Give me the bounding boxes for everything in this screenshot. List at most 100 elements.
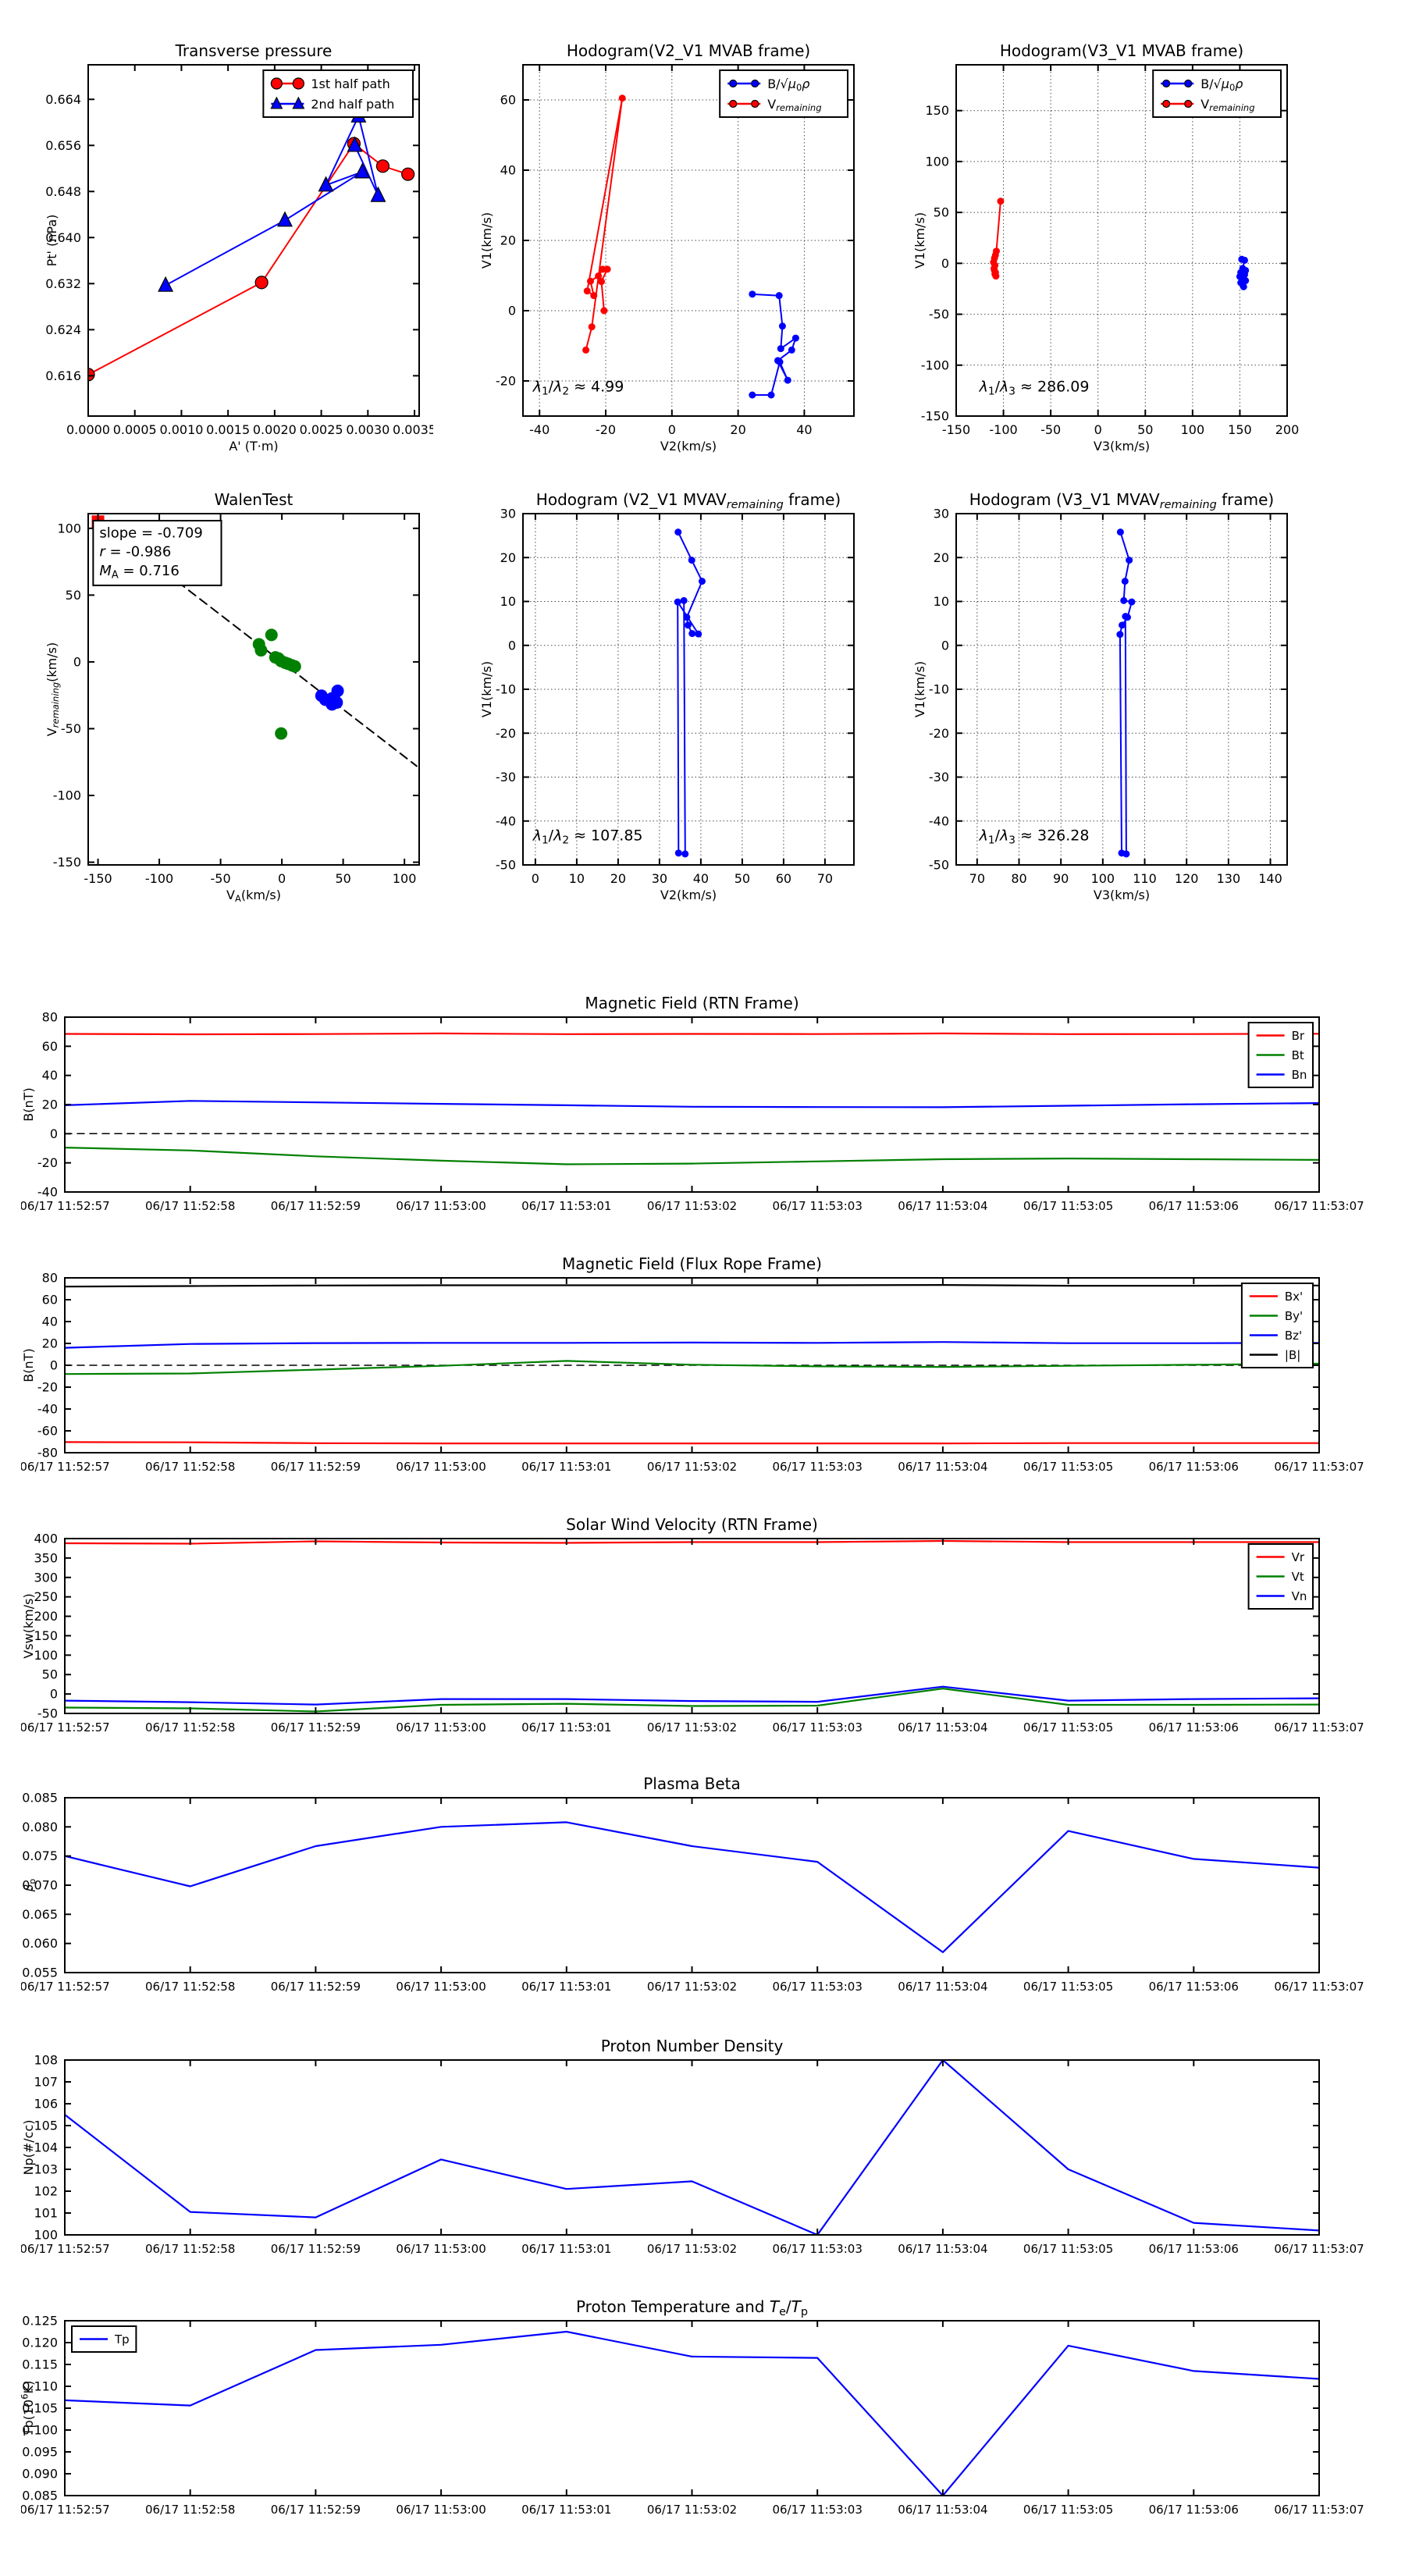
svg-text:-50: -50 [496, 858, 516, 873]
svg-text:r = -0.986: r = -0.986 [99, 544, 171, 560]
svg-text:2nd half path: 2nd half path [311, 97, 394, 112]
svg-text:0: 0 [668, 422, 676, 437]
svg-text:50: 50 [66, 588, 81, 603]
svg-text:-50: -50 [929, 858, 949, 873]
svg-text:V1(km/s): V1(km/s) [912, 661, 927, 717]
svg-text:B/√μ0ρ: B/√μ0ρ [767, 76, 809, 93]
svg-text:Plasma Beta: Plasma Beta [643, 1774, 741, 1793]
svg-text:V1(km/s): V1(km/s) [479, 212, 494, 269]
svg-text:06/17 11:53:03: 06/17 11:53:03 [773, 1980, 863, 1994]
svg-text:0: 0 [278, 871, 286, 886]
svg-text:0.0000: 0.0000 [66, 422, 110, 437]
svg-text:06/17 11:53:03: 06/17 11:53:03 [773, 1460, 863, 1474]
svg-text:0.624: 0.624 [45, 322, 81, 337]
svg-text:0: 0 [941, 256, 949, 271]
svg-text:350: 350 [34, 1550, 58, 1565]
svg-text:0.0005: 0.0005 [113, 422, 157, 437]
svg-text:06/17 11:53:01: 06/17 11:53:01 [521, 1980, 611, 1994]
svg-text:0: 0 [941, 638, 949, 653]
svg-text:06/17 11:53:00: 06/17 11:53:00 [396, 2503, 486, 2517]
svg-text:06/17 11:53:06: 06/17 11:53:06 [1149, 1460, 1239, 1474]
svg-text:10: 10 [500, 594, 516, 609]
svg-text:60: 60 [42, 1293, 58, 1308]
svg-text:10: 10 [934, 594, 949, 609]
svg-text:06/17 11:52:58: 06/17 11:52:58 [145, 1199, 235, 1213]
svg-text:0.632: 0.632 [45, 276, 81, 291]
svg-text:-80: -80 [37, 1446, 58, 1461]
svg-text:Tp(106K): Tp(106K) [21, 2381, 36, 2437]
svg-text:06/17 11:53:06: 06/17 11:53:06 [1149, 2242, 1239, 2256]
plot-hodogram-v2v1-mvab: -40 -20 0 20 40 -20 0 20 40 60 λ1/λ2 ≈ 4.99 B/√μ0ρ V… [479, 43, 868, 458]
svg-text:30: 30 [934, 507, 949, 521]
svg-text:Bn: Bn [1292, 1068, 1307, 1082]
svg-text:λ1/λ2 ≈ 4.99: λ1/λ2 ≈ 4.99 [532, 379, 624, 398]
svg-text:-40: -40 [37, 1402, 58, 1417]
svg-text:-40: -40 [496, 813, 516, 828]
svg-text:0: 0 [1094, 422, 1102, 437]
svg-text:0.656: 0.656 [45, 138, 81, 153]
svg-text:-40: -40 [529, 422, 550, 437]
svg-text:0.070: 0.070 [22, 1878, 58, 1893]
svg-text:Magnetic Field (Flux Rope Fram: Magnetic Field (Flux Rope Frame) [562, 1254, 822, 1273]
svg-text:130: 130 [1217, 871, 1241, 886]
svg-text:06/17 11:53:04: 06/17 11:53:04 [898, 1199, 987, 1213]
svg-text:V2(km/s): V2(km/s) [660, 888, 717, 902]
svg-text:50: 50 [42, 1667, 58, 1682]
svg-text:-10: -10 [496, 682, 516, 697]
svg-text:20: 20 [42, 1336, 58, 1351]
svg-text:V3(km/s): V3(km/s) [1094, 888, 1150, 902]
svg-text:0.664: 0.664 [45, 92, 81, 107]
svg-text:Magnetic Field (RTN Frame): Magnetic Field (RTN Frame) [585, 994, 799, 1012]
svg-text:102: 102 [34, 2184, 58, 2199]
svg-text:40: 40 [500, 163, 516, 178]
svg-text:Br: Br [1292, 1029, 1305, 1043]
svg-text:06/17 11:53:07: 06/17 11:53:07 [1274, 1460, 1364, 1474]
svg-text:06/17 11:53:05: 06/17 11:53:05 [1023, 1199, 1113, 1213]
svg-text:-10: -10 [929, 682, 949, 697]
svg-text:06/17 11:52:58: 06/17 11:52:58 [145, 1460, 235, 1474]
svg-text:06/17 11:52:59: 06/17 11:52:59 [271, 2242, 361, 2256]
svg-text:0.090: 0.090 [22, 2467, 58, 2482]
svg-text:06/17 11:53:04: 06/17 11:53:04 [898, 2503, 987, 2517]
svg-text:-100: -100 [921, 358, 949, 372]
svg-text:Pt' (nPa): Pt' (nPa) [44, 215, 59, 267]
plot-hodogram-v3v1-mvab: -150 -100 -50 0 50 100 150 200 -150 -100 -50 0 50 100… [912, 43, 1301, 458]
svg-text:0.616: 0.616 [45, 368, 81, 383]
svg-text:06/17 11:52:59: 06/17 11:52:59 [271, 1720, 361, 1735]
svg-text:100: 100 [34, 2228, 58, 2243]
plot-walen-test: -150 -100 -50 0 50 100 -150 -100 -50 0 50 100 slope … [44, 492, 433, 907]
svg-text:06/17 11:53:01: 06/17 11:53:01 [521, 2242, 611, 2256]
svg-text:-20: -20 [37, 1380, 58, 1395]
svg-text:200: 200 [1275, 422, 1300, 437]
svg-text:06/17 11:52:59: 06/17 11:52:59 [271, 2503, 361, 2517]
svg-text:VA(km/s): VA(km/s) [226, 888, 281, 904]
svg-text:-100: -100 [989, 422, 1017, 437]
svg-text:20: 20 [500, 233, 516, 248]
svg-text:06/17 11:53:05: 06/17 11:53:05 [1023, 2242, 1113, 2256]
svg-text:Vremaining: Vremaining [767, 97, 821, 113]
svg-text:250: 250 [34, 1589, 58, 1604]
svg-text:30: 30 [500, 507, 516, 521]
svg-text:0.0025: 0.0025 [300, 422, 343, 437]
plot-plasma-beta: 06/17 11:52:57 06/17 11:52:58 06/17 11:52:… [21, 1772, 1405, 2006]
plot-hodogram-v3v1-mvav: 70 80 90 100 110 120 130 140 -50 -40 -30 -20 -10 0 10 2… [912, 492, 1301, 907]
svg-text:0: 0 [508, 638, 516, 653]
svg-text:30: 30 [652, 871, 667, 886]
svg-text:0: 0 [508, 304, 516, 318]
svg-text:V2(km/s): V2(km/s) [660, 439, 717, 454]
svg-text:50: 50 [335, 871, 350, 886]
svg-text:50: 50 [1137, 422, 1153, 437]
svg-text:06/17 11:52:59: 06/17 11:52:59 [271, 1980, 361, 1994]
svg-text:V3(km/s): V3(km/s) [1094, 439, 1150, 454]
svg-text:100: 100 [393, 871, 417, 886]
svg-text:0.055: 0.055 [22, 1966, 58, 1980]
svg-text:06/17 11:53:03: 06/17 11:53:03 [773, 1720, 863, 1735]
svg-text:06/17 11:53:00: 06/17 11:53:00 [396, 2242, 486, 2256]
svg-text:0.0030: 0.0030 [346, 422, 389, 437]
svg-text:-20: -20 [496, 726, 516, 741]
plot-magnetic-field-rtn: 06/17 11:52:57 06/17 11:52:58 06/17 11:52:… [21, 991, 1405, 1226]
svg-text:-30: -30 [496, 770, 516, 785]
svg-text:06/17 11:53:01: 06/17 11:53:01 [521, 1460, 611, 1474]
svg-text:06/17 11:53:03: 06/17 11:53:03 [773, 1199, 863, 1213]
svg-text:06/17 11:52:57: 06/17 11:52:57 [21, 1720, 110, 1735]
